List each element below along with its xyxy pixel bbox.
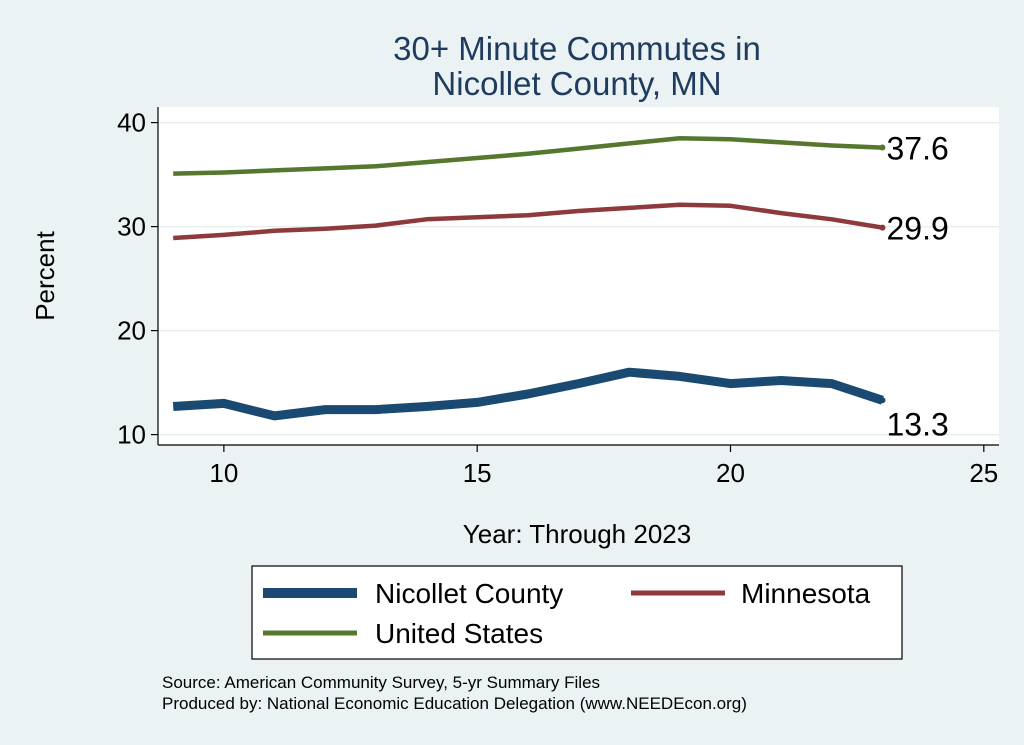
end-labels: 13.3 29.9 37.6 [886,131,948,443]
legend-label-minnesota: Minnesota [741,578,871,609]
end-label-minnesota: 29.9 [886,211,948,247]
legend-box [251,565,903,660]
y-axis-label: Percent [30,230,60,320]
legend-label-united-states: United States [375,618,543,649]
y-tick-label-20: 20 [117,316,146,346]
producer-note: Produced by: National Economic Education… [162,694,747,713]
series-line-nicollet-county [172,367,884,421]
x-tick-label-20: 20 [716,458,745,488]
x-tick-label-10: 10 [209,458,238,488]
x-tick-label-15: 15 [463,458,492,488]
axes: 10 20 30 40 10 15 20 25 [117,107,999,488]
source-note: Source: American Community Survey, 5-yr … [162,673,600,692]
end-label-united-states: 37.6 [886,131,948,167]
x-tick-label-25: 25 [969,458,998,488]
legend: Nicollet County Minnesota United States [251,565,903,660]
chart-title-line-1: 30+ Minute Commutes in [393,30,761,67]
legend-label-nicollet-county: Nicollet County [375,578,563,609]
series-line-united-states [173,135,883,176]
y-tick-label-30: 30 [117,212,146,242]
x-axis-label: Year: Through 2023 [463,519,691,549]
chart-title-line-2: Nicollet County, MN [432,65,721,102]
end-label-nicollet-county: 13.3 [886,406,948,442]
y-tick-label-10: 10 [117,420,146,450]
series-line-minnesota [173,202,883,241]
y-tick-label-40: 40 [117,108,146,138]
series-lines [172,135,886,421]
end-marker-nicollet-county [879,397,886,404]
gridlines [158,121,999,436]
end-marker-minnesota [879,224,886,231]
end-marker-united-states [879,144,886,151]
